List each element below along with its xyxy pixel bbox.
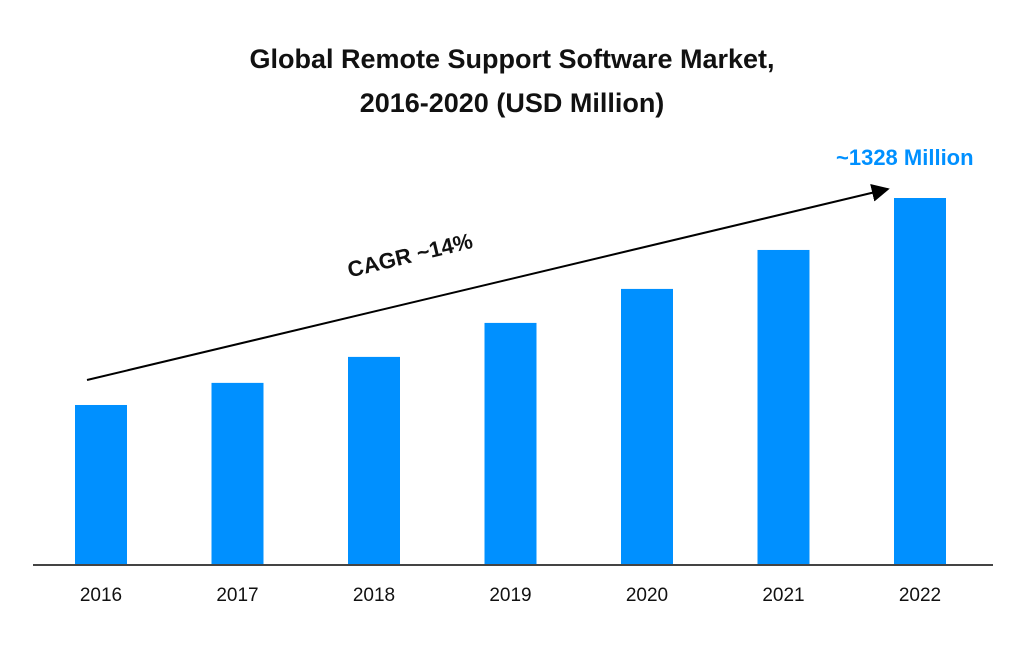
x-tick-label-2018: 2018 (353, 585, 395, 606)
bar-2022 (894, 198, 946, 565)
x-tick-label-2017: 2017 (216, 585, 258, 606)
bar-2018 (348, 356, 400, 565)
chart-title-line-1: Global Remote Support Software Market, (249, 44, 775, 74)
bar-2016 (75, 404, 127, 565)
x-tick-label-2016: 2016 (80, 585, 122, 606)
bar-2020 (621, 288, 673, 565)
x-tick-label-2021: 2021 (762, 585, 804, 606)
bar-2021 (757, 249, 810, 565)
x-tick-label-2020: 2020 (626, 585, 668, 606)
final-value-annotation: ~1328 Million (836, 145, 974, 170)
chart-title-line-2: 2016-2020 (USD Million) (359, 88, 665, 118)
x-tick-label-2019: 2019 (489, 585, 531, 606)
bar-2019 (484, 322, 537, 565)
x-tick-label-2022: 2022 (899, 585, 941, 606)
bar-2017 (211, 382, 264, 565)
cagr-trend-arrow (86, 184, 890, 381)
